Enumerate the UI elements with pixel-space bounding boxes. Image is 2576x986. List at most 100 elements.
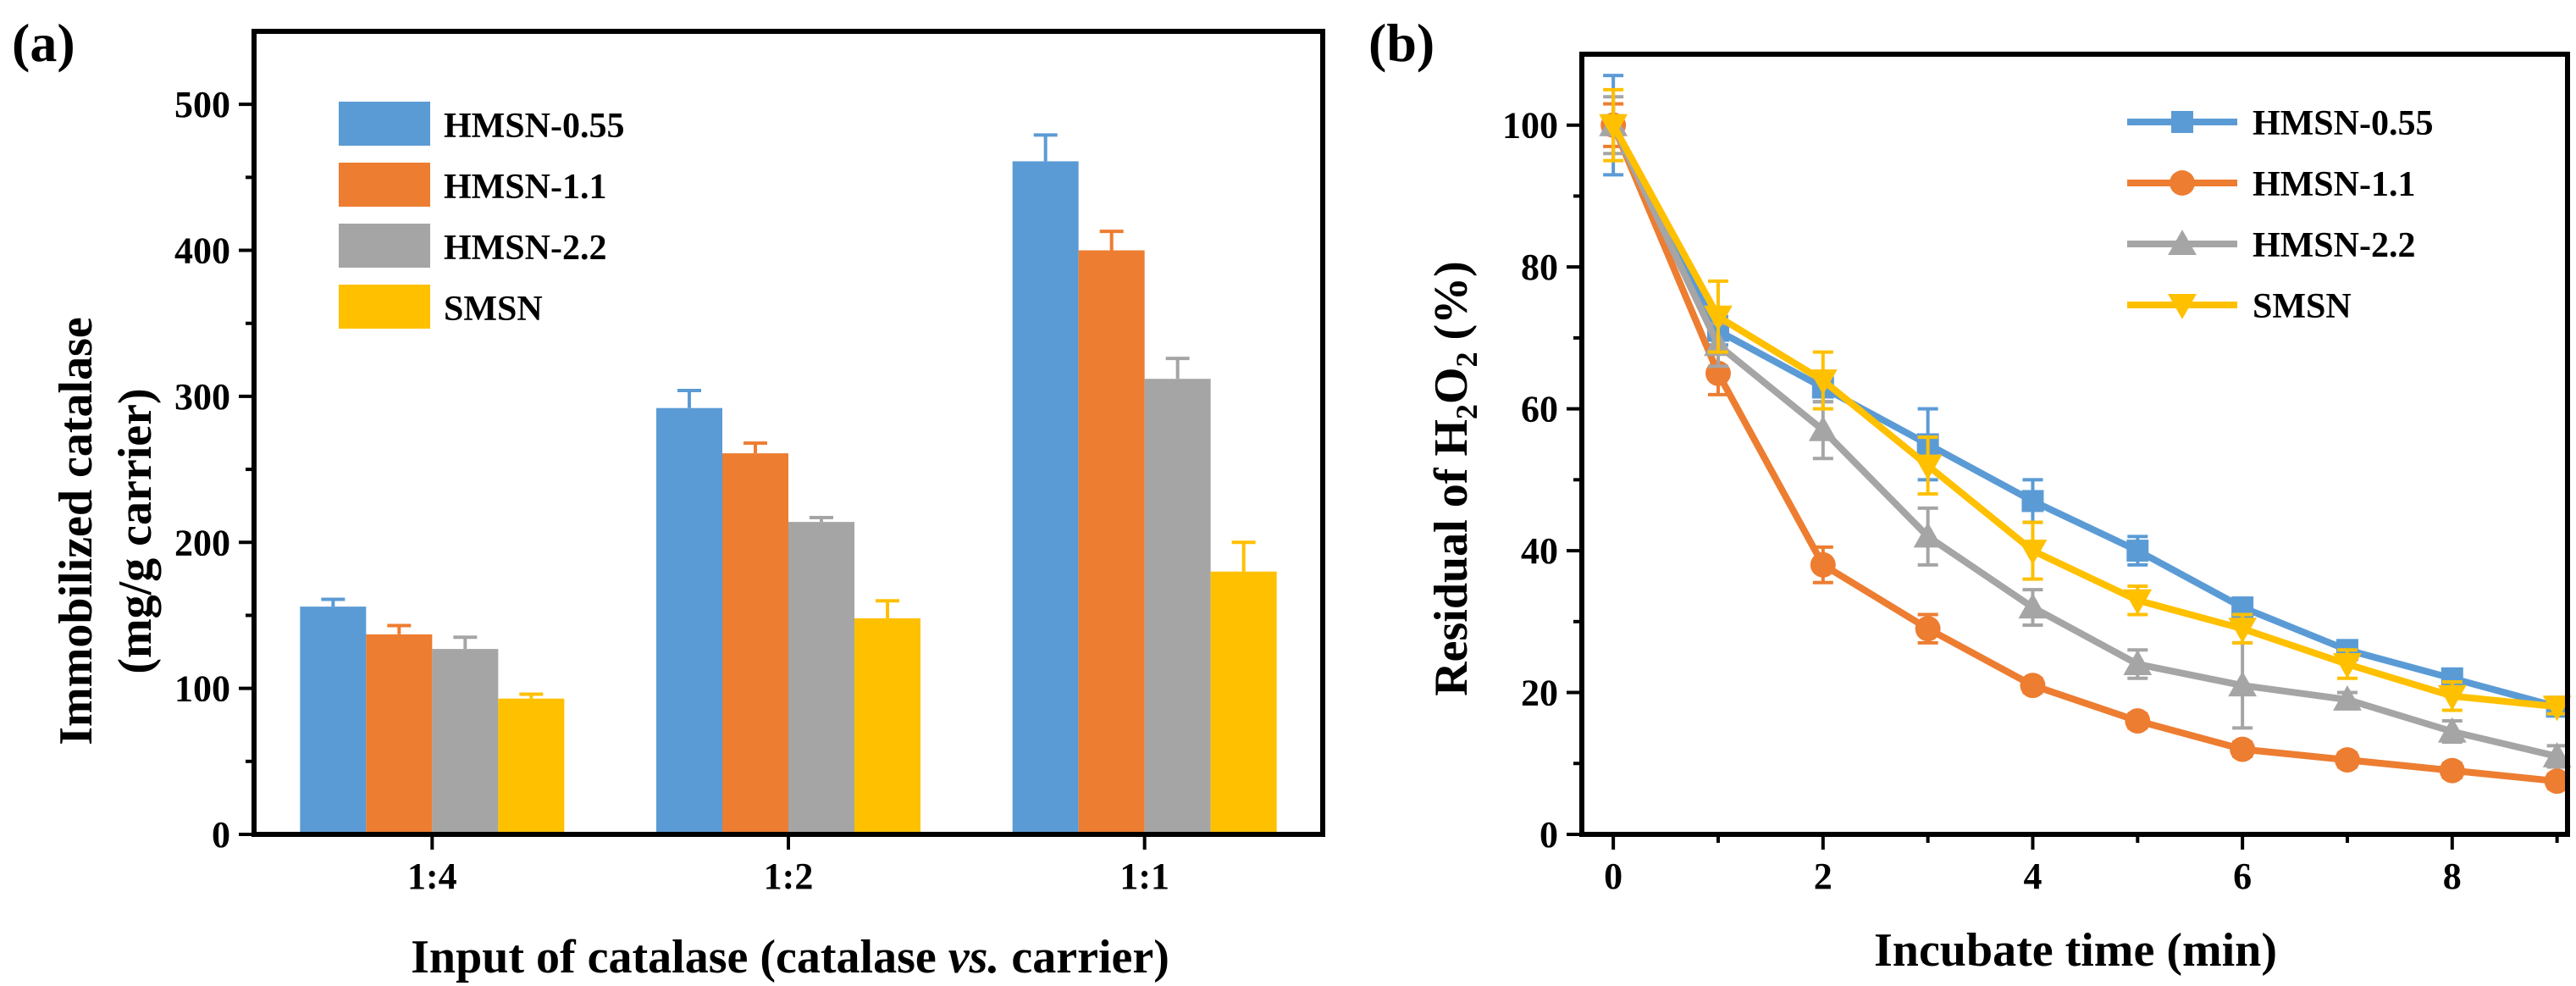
y-tick-label-300: 300 [174,376,230,418]
series-line-hmsn-1.1 [1610,124,2558,785]
point-hmsn-1.1-t7 [2335,747,2360,773]
b-y-tick-label-20: 20 [1521,673,1558,714]
panel-b-ylabel-sub2: 2 [1450,352,1484,368]
bar-smsn-1to1 [1210,571,1277,834]
point-hmsn-1.1-t8 [2439,757,2465,784]
point-hmsn-0.55-t4 [2021,490,2044,512]
b-x-tick-label-4: 4 [2023,856,2042,897]
b-y-tick-label-60: 60 [1521,389,1558,430]
panel-a-label: (a) [12,13,75,73]
panel-a-frame [252,29,1325,837]
legend-label-b-smsn: SMSN [2253,287,2352,326]
y-tick-label-100: 100 [174,668,230,710]
point-hmsn-2.2-t6 [2228,671,2258,697]
b-x-tick-label-2: 2 [1814,856,1832,897]
panel-b-ylabel-part5: (%) [1425,261,1478,352]
panel-b-xlabel: Incubate time (min) [1874,924,2277,977]
legend-swatch-hmsn-0.55 [339,102,430,146]
series-line-hmsn-0.55 [1610,123,2558,711]
point-smsn-t5 [2123,589,2153,615]
legend-label-b-hmsn-1.1: HMSN-1.1 [2253,165,2416,204]
legend-label-hmsn-0.55: HMSN-0.55 [444,107,625,146]
point-hmsn-2.2-t2 [1808,415,1838,441]
point-hmsn-2.2-t4 [2018,593,2048,619]
b-y-tick-label-0: 0 [1540,814,1558,856]
panel-a-xlabel-vs: vs. [948,931,1000,983]
point-hmsn-1.1-t6 [2230,736,2256,762]
panel-a-xlabel: Input of catalase (catalase vs. carrier) [411,931,1169,983]
point-hmsn-1.1-t4 [2020,673,2046,699]
point-hmsn-1.1-t2 [1810,551,1836,578]
point-smsn-t7 [2333,653,2362,679]
y-tick-label-500: 500 [174,84,230,125]
legend-marker-hmsn-2.2 [2168,230,2197,255]
point-hmsn-2.2-t5 [2123,650,2153,676]
point-hmsn-1.1-t5 [2125,708,2151,734]
bar-hmsn-2.2-1to1 [1144,379,1211,834]
point-smsn-t4 [2018,540,2048,565]
x-tick-label-1to4: 1:4 [407,856,457,897]
point-smsn-t9 [2542,695,2572,722]
bar-smsn-1to2 [854,618,920,834]
point-smsn-t3 [1913,454,1943,480]
b-x-tick-label-0: 0 [1604,856,1622,897]
point-hmsn-2.2-t9 [2542,742,2572,767]
series-line-hmsn-2.2 [1610,124,2558,760]
legend-swatch-hmsn-1.1 [339,163,430,207]
point-hmsn-2.2-t8 [2437,717,2467,743]
panel-b-ylabel-part3: O [1425,368,1478,405]
panel-b-ylabel: Residual of H2O2 (%) [1425,261,1484,696]
y-tick-label-400: 400 [174,230,230,272]
point-smsn-t1 [1704,305,1733,331]
point-hmsn-1.1-t9 [2544,768,2570,795]
point-smsn-t8 [2437,684,2467,711]
bar-hmsn-2.2-1to2 [788,522,854,834]
series-line-smsn [1610,123,2558,711]
bar-hmsn-0.55-1to2 [656,407,722,834]
panel-b-ylabel-sub1: 2 [1450,404,1484,419]
panel-a-ylabel-line2: (mg/g carrier) [109,388,162,673]
panel-b-ylabel-part1: Residual of H [1425,419,1478,696]
y-tick-label-0: 0 [212,814,230,856]
b-y-tick-label-80: 80 [1521,246,1558,288]
legend-label-hmsn-1.1: HMSN-1.1 [444,168,607,207]
bar-hmsn-0.55-1to1 [1012,161,1079,835]
panel-a-legend: HMSN-0.55 HMSN-1.1 HMSN-2.2 SMSN [339,102,625,329]
point-smsn-t0 [1599,114,1628,140]
legend-label-hmsn-2.2: HMSN-2.2 [444,229,607,268]
panel-b-chart: 0 20 40 60 80 100 0 2 4 6 8 [1502,52,2572,897]
bar-smsn-1to4 [498,698,565,834]
bar-hmsn-0.55-1to4 [300,607,367,834]
panel-b-frame [1579,52,2570,837]
bar-hmsn-2.2-1to4 [432,649,499,834]
point-hmsn-0.55-t5 [2126,540,2149,562]
bar-hmsn-1.1-1to2 [722,453,788,834]
b-x-tick-label-8: 8 [2443,856,2462,897]
legend-label-b-hmsn-0.55: HMSN-0.55 [2253,104,2434,143]
point-hmsn-1.1-t3 [1915,616,1941,642]
bar-hmsn-1.1-1to1 [1078,250,1145,835]
legend-marker-hmsn-0.55 [2171,111,2193,133]
point-hmsn-2.2-t3 [1913,522,1943,548]
x-tick-label-1to1: 1:1 [1119,856,1169,897]
legend-swatch-smsn [339,285,430,329]
b-x-tick-label-6: 6 [2233,856,2252,897]
legend-marker-smsn [2168,294,2197,319]
panel-a-xlabel-part1: Input of catalase (catalase [411,931,948,983]
panel-a-xlabel-part3: carrier) [999,931,1169,983]
b-y-tick-label-100: 100 [1502,105,1558,147]
legend-marker-hmsn-1.1 [2170,170,2195,196]
point-smsn-t6 [2228,618,2258,644]
legend-label-smsn: SMSN [444,290,543,329]
x-tick-label-1to2: 1:2 [764,856,814,897]
panel-a-chart: 1:4 1:2 1:1 0 100 200 300 400 500 [174,29,1325,897]
panel-b-label: (b) [1368,13,1434,73]
panel-b-legend: HMSN-0.55 HMSN-1.1 HMSN-2.2 SMSN [2127,104,2434,326]
legend-label-b-hmsn-2.2: HMSN-2.2 [2253,226,2416,265]
point-hmsn-2.2-t7 [2333,685,2362,711]
b-y-tick-label-40: 40 [1521,530,1558,572]
point-smsn-t2 [1808,369,1838,396]
bar-hmsn-1.1-1to4 [366,634,433,834]
legend-swatch-hmsn-2.2 [339,224,430,268]
